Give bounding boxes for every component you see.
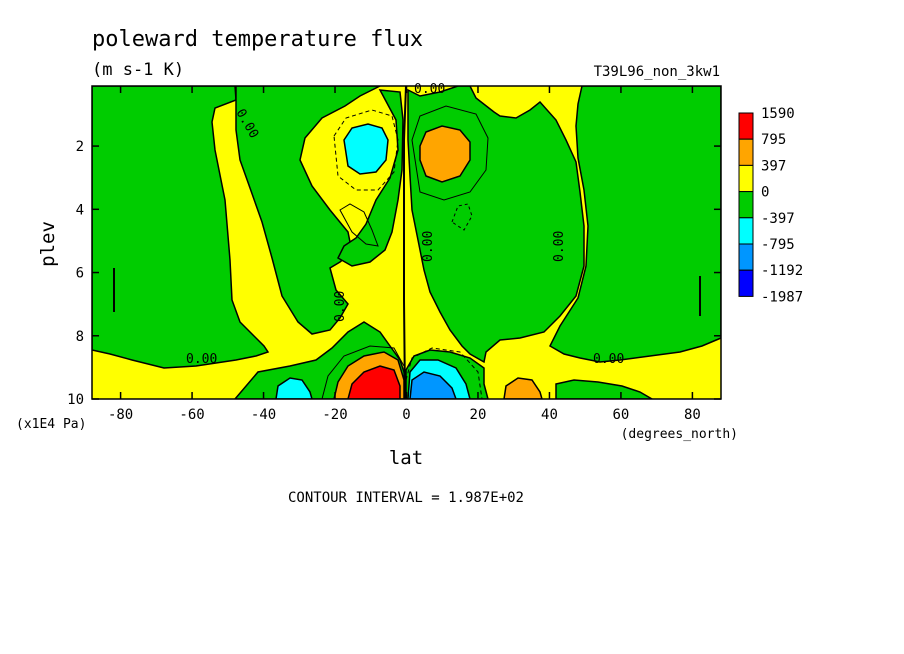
x-tick-label: -20 [322, 407, 347, 423]
lower-north-blue-min [409, 371, 457, 399]
colorbar-swatch [738, 112, 754, 140]
y-tick-label: 4 [76, 202, 84, 218]
colorbar-swatch [738, 191, 754, 219]
tropical-south-green-region [235, 86, 381, 335]
small-contour-south [339, 203, 379, 247]
x-tick-label: -80 [108, 407, 133, 423]
colorbar-label: 1590 [761, 106, 795, 122]
plot-area [92, 86, 721, 399]
lower-south-cyan [275, 377, 313, 399]
colorbar-label: -397 [761, 211, 795, 227]
contour-label: 0.00 [552, 231, 567, 262]
colorbar-swatch [738, 269, 754, 297]
colorbar: 1590 795 397 0 -397 -795 -1192 -1987 [738, 106, 803, 305]
equator-contour [403, 86, 407, 399]
small-contour-north [451, 203, 473, 231]
lower-south-red-core [347, 365, 401, 399]
dataset-label: T39L96_non_3kw1 [594, 64, 720, 80]
colorbar-label: 0 [761, 185, 769, 201]
x-tick-label: 80 [684, 407, 701, 423]
upper-south-cyan-min [343, 123, 389, 175]
contour-label: 0.00 [186, 352, 217, 367]
colorbar-swatch [738, 138, 754, 166]
colorbar-label: 795 [761, 132, 786, 148]
lower-north-orange [503, 377, 543, 399]
south-polar-green-region [92, 86, 270, 369]
y-tick-label: 2 [76, 139, 84, 155]
x-axis: -80 -60 -40 -20 0 20 40 60 80 [108, 86, 701, 423]
x-tick-label: -60 [179, 407, 204, 423]
x-tick-label: -40 [251, 407, 276, 423]
north-bottom-green-region [555, 379, 654, 399]
thin-contour-lower-south [321, 345, 405, 399]
y-unit-label: (x1E4 Pa) [16, 417, 86, 432]
colorbar-label: -795 [761, 237, 795, 253]
dashed-contour-lower-north [405, 347, 483, 399]
contour-interval: CONTOUR INTERVAL = 1.987E+02 [288, 490, 524, 506]
thin-contour-north [411, 105, 489, 201]
equatorial-south-green-region [337, 89, 404, 267]
chart-subtitle: (m s-1 K) [92, 60, 184, 80]
colorbar-swatch [738, 243, 754, 271]
x-tick-label: 20 [470, 407, 487, 423]
colorbar-label: -1192 [761, 263, 803, 279]
colorbar-swatch [738, 217, 754, 245]
x-unit-label: (degrees_north) [621, 427, 738, 442]
colorbar-label: -1987 [761, 289, 803, 305]
contour-label: 0.00 [593, 352, 624, 367]
x-tick-label: 60 [613, 407, 630, 423]
x-axis-title: lat [389, 447, 423, 469]
y-axis-title: plev [37, 221, 59, 267]
contour-label: 0.00 [333, 291, 348, 322]
colorbar-swatch [738, 164, 754, 193]
contour-label: 0.00 [414, 82, 445, 97]
dashed-contour-south [333, 109, 399, 191]
x-tick-label: 0 [402, 407, 410, 423]
north-polar-green-region [549, 86, 721, 363]
upper-north-orange-max [419, 125, 471, 183]
chart-title: poleward temperature flux [92, 27, 423, 52]
y-axis: 2 4 6 8 10 [67, 139, 721, 408]
colorbar-label: 397 [761, 158, 786, 174]
y-tick-label: 10 [67, 392, 84, 408]
contour-label: 0.00 [421, 231, 436, 262]
y-tick-label: 6 [76, 266, 84, 282]
x-tick-label: 40 [541, 407, 558, 423]
y-tick-label: 8 [76, 329, 84, 345]
